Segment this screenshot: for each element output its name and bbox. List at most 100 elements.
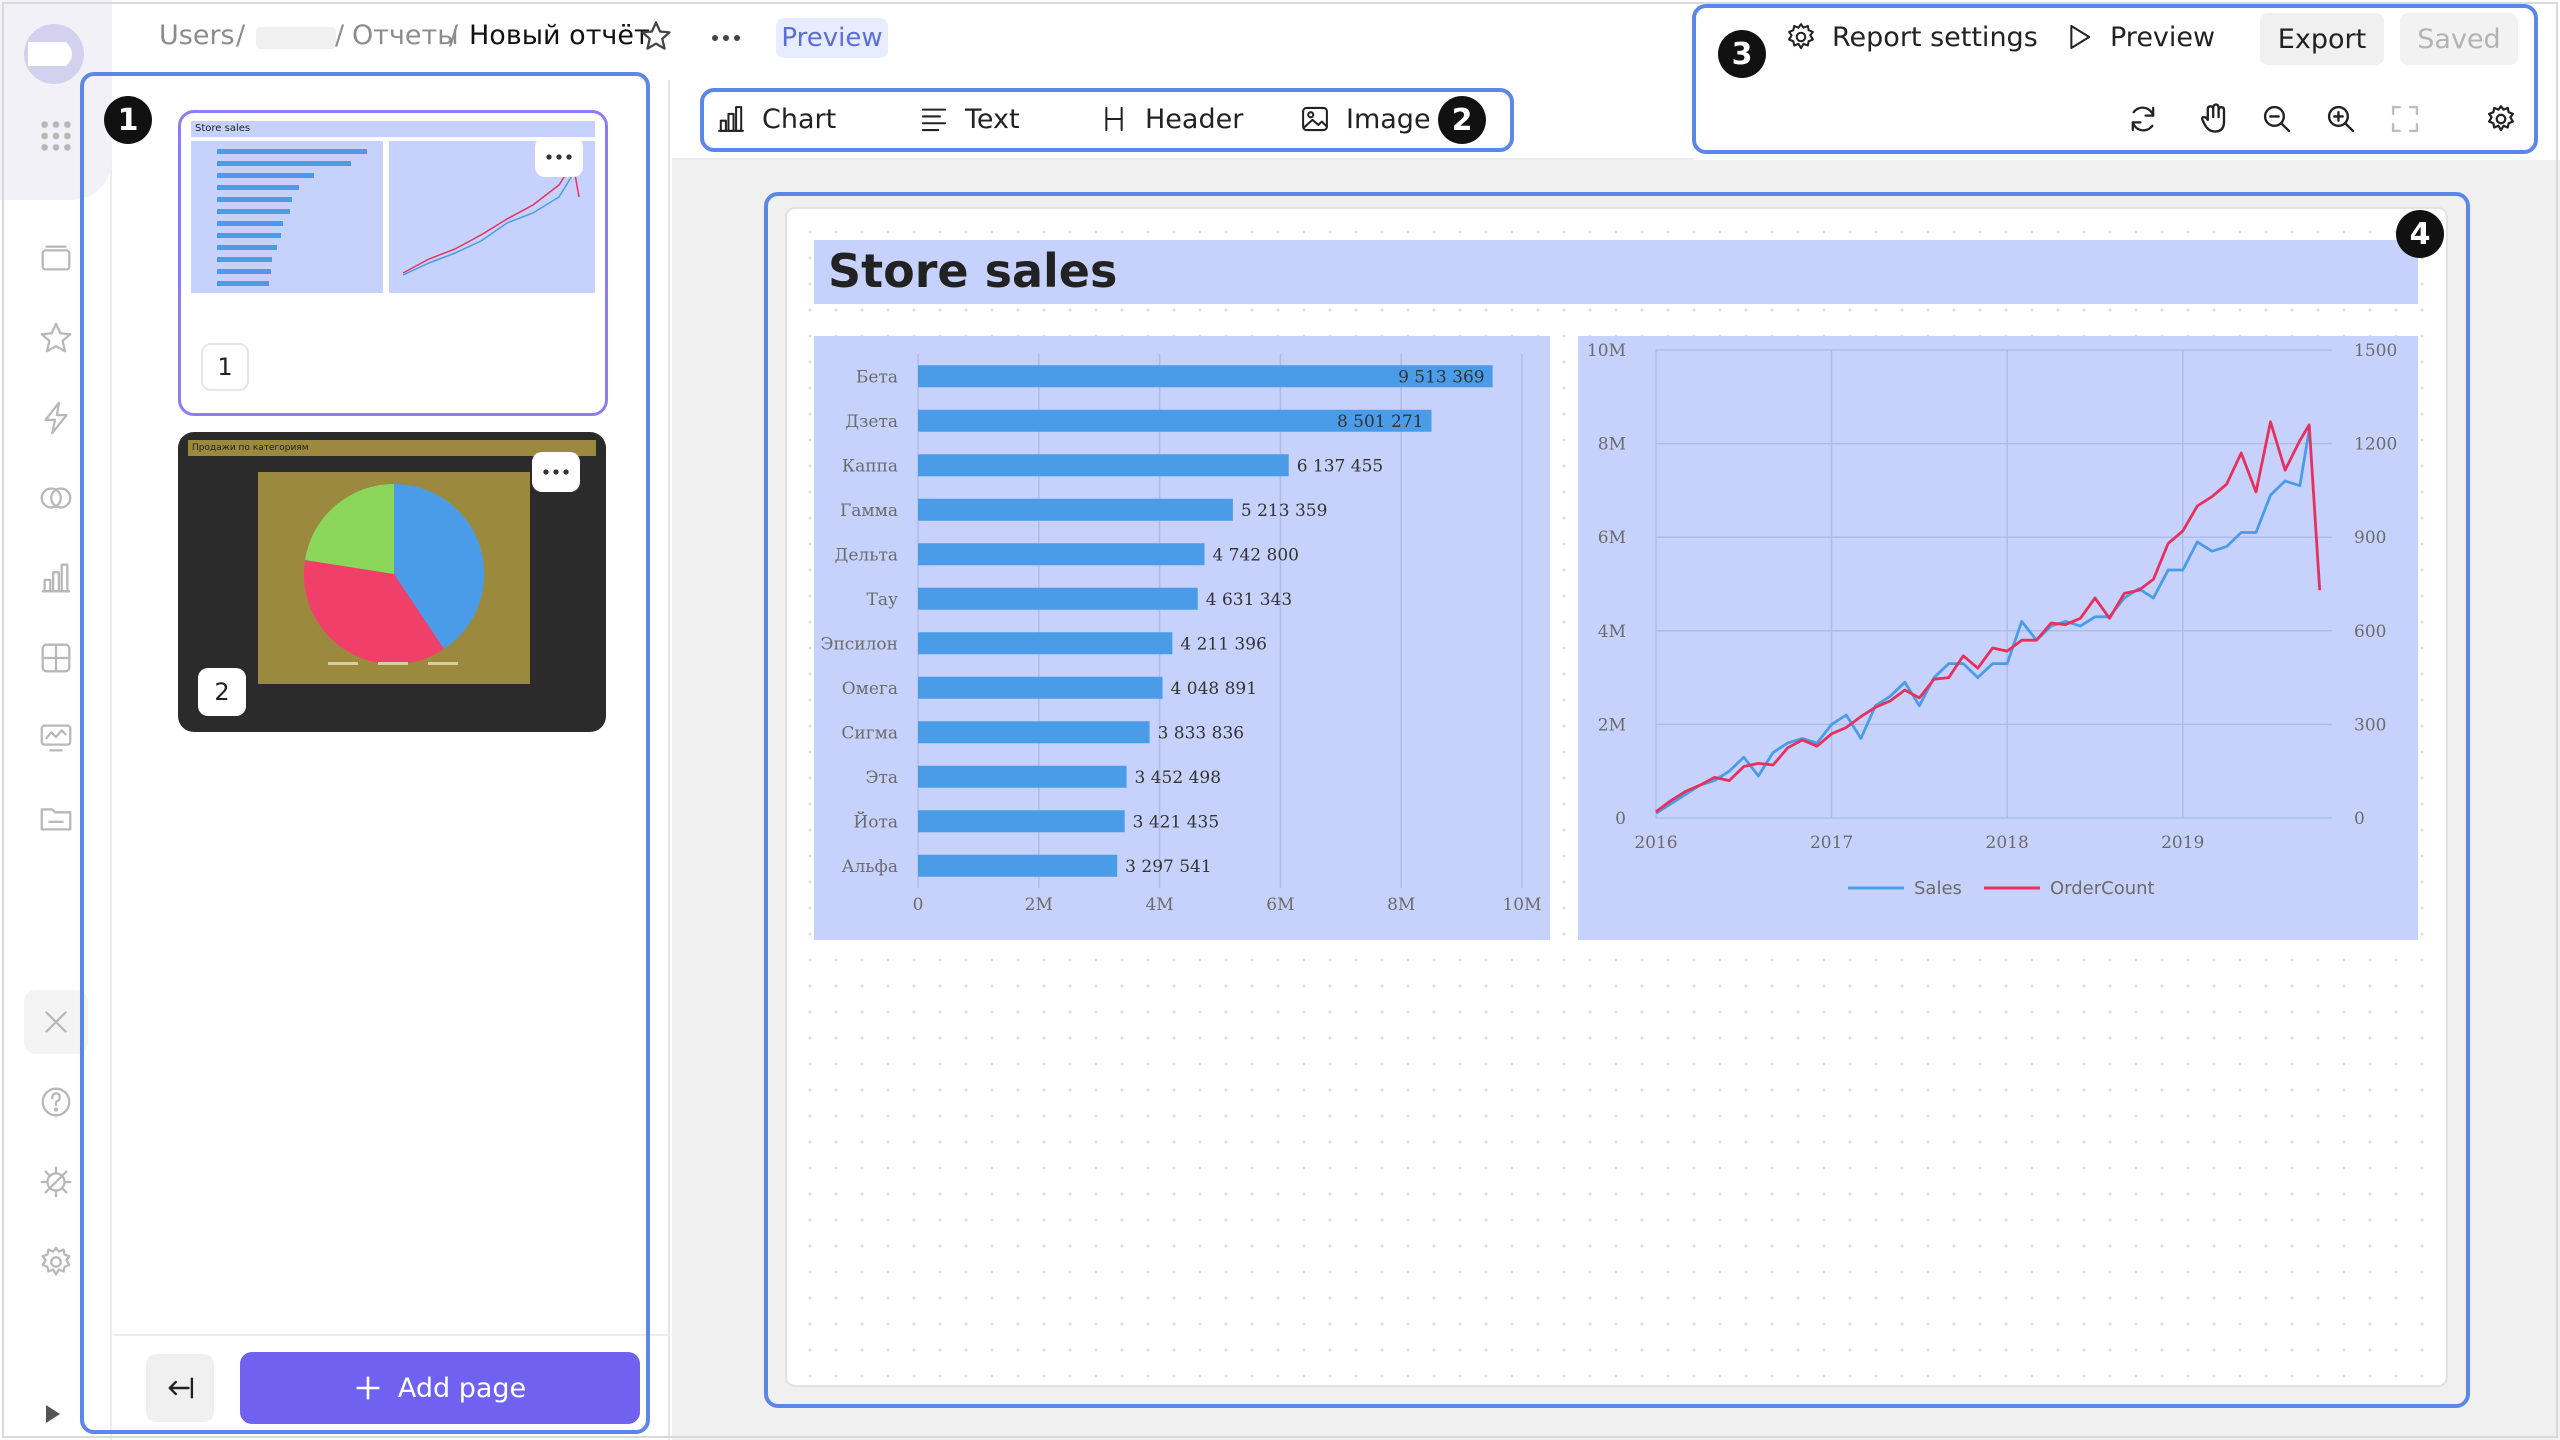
report-title: Store sales	[828, 244, 1118, 298]
x-tick-label: 2016	[1634, 833, 1677, 853]
breadcrumb-reports[interactable]: Отчеты	[352, 20, 459, 51]
lightning-icon[interactable]	[32, 394, 80, 442]
page-number-badge: 1	[201, 343, 249, 391]
action-toolbar: Report settings Preview Export Saved	[1694, 0, 2560, 160]
report-header-block[interactable]: Store sales	[814, 240, 2418, 304]
legend-label: Sales	[1914, 878, 1962, 899]
preview-badge[interactable]: Preview	[776, 18, 888, 58]
thumb-preview: Store sales	[189, 119, 597, 305]
page-more-button[interactable]	[535, 137, 583, 177]
legend-label: OrderCount	[2050, 878, 2155, 899]
canvas-settings-gear-icon[interactable]	[2484, 102, 2518, 136]
add-page-button[interactable]: Add page	[240, 1352, 640, 1424]
breadcrumb-separator: /	[335, 20, 345, 51]
line-chart-widget[interactable]: 0 2M 4M 6M 8M 10M 0 300 600 900 1200 1500 2016 2017 20…	[1578, 336, 2418, 940]
bar-value-label: 6 137 455	[1297, 456, 1384, 476]
star-icon[interactable]	[32, 314, 80, 362]
bar-value-label: 4 631 343	[1206, 590, 1293, 610]
bar	[918, 409, 1432, 432]
y-tick-label-right: 0	[2354, 809, 2365, 829]
preview-label: Preview	[2110, 21, 2216, 53]
x-tick-label: 2018	[1986, 833, 2029, 853]
insert-image-label: Image	[1346, 103, 1431, 135]
monitor-icon[interactable]	[32, 714, 80, 762]
insert-header-button[interactable]: Header	[1097, 102, 1243, 136]
category-label: Бета	[856, 367, 898, 387]
bar-value-label: 3 421 435	[1133, 812, 1220, 832]
bar	[918, 676, 1163, 699]
plus-icon	[356, 1376, 380, 1400]
y-tick-label-left: 4M	[1598, 622, 1626, 642]
callout-marker-4: 4	[2396, 210, 2444, 258]
bar-chart-widget[interactable]: 0 2M 4M 6M 8M 10M Бета 9 513 369 Дзета 8 501 271 К…	[814, 336, 1550, 940]
connections-icon[interactable]	[32, 474, 80, 522]
report-settings-label: Report settings	[1832, 21, 2038, 53]
x-tick-label: 0	[913, 895, 924, 915]
gear-icon[interactable]	[32, 1238, 80, 1286]
help-icon[interactable]	[32, 1078, 80, 1126]
category-label: Дзета	[845, 412, 898, 432]
apps-grid-icon[interactable]	[32, 112, 80, 160]
export-button[interactable]: Export	[2260, 13, 2384, 65]
thumb-pie-panel	[258, 472, 530, 684]
bug-settings-icon[interactable]	[32, 1158, 80, 1206]
collections-icon[interactable]	[32, 234, 80, 282]
page-thumbnail-1[interactable]: Store sales 1	[178, 110, 608, 416]
report-settings-button[interactable]: Report settings	[1784, 20, 2038, 54]
page-title: Новый отчёт	[469, 20, 650, 51]
insert-header-label: Header	[1145, 103, 1244, 135]
bar-value-label: 3 297 541	[1125, 857, 1212, 877]
zoom-in-icon[interactable]	[2324, 102, 2358, 136]
insert-text-button[interactable]: Text	[917, 102, 1020, 136]
x-tick-label: 10M	[1502, 895, 1541, 915]
expand-nav-icon[interactable]	[40, 1402, 64, 1426]
insert-image-button[interactable]: Image	[1298, 102, 1431, 136]
series-line-ordercount	[1655, 420, 2322, 813]
folder-icon[interactable]	[32, 794, 80, 842]
bar-value-label: 4 742 800	[1212, 545, 1299, 565]
bar	[918, 365, 1493, 388]
series-line-sales	[1655, 429, 2311, 815]
fit-screen-icon[interactable]	[2388, 102, 2422, 136]
charts-icon[interactable]	[32, 554, 80, 602]
insert-chart-button[interactable]: Chart	[714, 102, 836, 136]
thumb-bar-chart	[191, 141, 383, 293]
breadcrumb-separator: /	[449, 20, 459, 51]
thumb-title: Store sales	[191, 121, 595, 137]
bar-value-label: 3 833 836	[1158, 723, 1245, 743]
y-tick-label-right: 1200	[2354, 435, 2397, 455]
breadcrumb: Users / / Отчеты / Новый отчёт Preview	[114, 0, 1694, 78]
bar	[918, 765, 1127, 788]
y-tick-label-left: 2M	[1598, 715, 1626, 735]
zoom-out-icon[interactable]	[2260, 102, 2294, 136]
preview-button[interactable]: Preview	[2062, 20, 2215, 54]
callout-marker-2: 2	[1438, 96, 1486, 144]
bar-value-label: 4 211 396	[1180, 634, 1267, 654]
dashboards-icon[interactable]	[32, 634, 80, 682]
y-tick-label-right: 300	[2354, 715, 2386, 735]
breadcrumb-users[interactable]: Users	[159, 20, 235, 51]
pages-panel-footer	[114, 1334, 670, 1336]
tools-icon[interactable]	[32, 998, 80, 1046]
callout-marker-3: 3	[1718, 30, 1766, 78]
left-navigation	[0, 0, 112, 1440]
category-label: Сигма	[841, 723, 898, 743]
bar	[918, 498, 1233, 521]
collapse-panel-button[interactable]	[146, 1354, 214, 1422]
favorite-star-icon[interactable]	[638, 18, 674, 54]
breadcrumb-user-redacted[interactable]	[256, 27, 336, 49]
bar	[918, 543, 1205, 566]
page-more-button[interactable]	[532, 452, 580, 492]
y-tick-label-left: 0	[1615, 809, 1626, 829]
refresh-icon[interactable]	[2126, 102, 2160, 136]
hand-pan-icon[interactable]	[2197, 100, 2233, 136]
category-label: Эта	[865, 768, 898, 788]
app-logo[interactable]	[22, 22, 86, 86]
x-tick-label: 2017	[1810, 833, 1853, 853]
y-tick-label-right: 600	[2354, 622, 2386, 642]
more-actions-icon[interactable]	[708, 20, 744, 56]
page-thumbnail-2[interactable]: Продажи по категориям 2	[178, 432, 606, 732]
x-tick-label: 2019	[2161, 833, 2204, 853]
category-label: Дельта	[835, 545, 898, 565]
saved-button[interactable]: Saved	[2400, 13, 2518, 65]
